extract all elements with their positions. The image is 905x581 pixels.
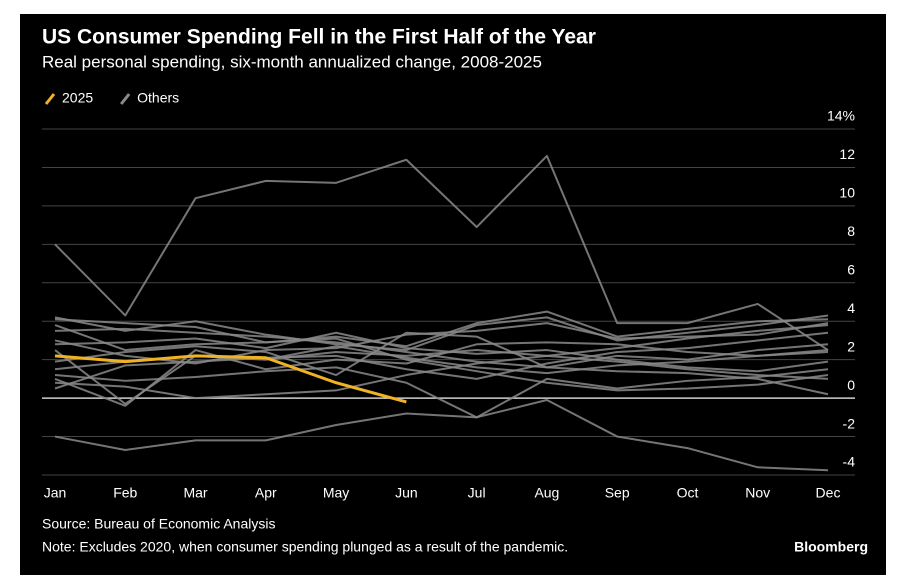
x-tick-label: Dec xyxy=(816,485,841,501)
x-tick-label: Jul xyxy=(468,485,486,501)
series-line xyxy=(54,354,829,400)
legend-label: 2025 xyxy=(62,90,93,106)
x-tick-label: Jan xyxy=(44,485,67,501)
series-line xyxy=(54,327,829,396)
series-line xyxy=(54,354,407,404)
legend-label: Others xyxy=(137,90,179,106)
x-tick-label: May xyxy=(323,485,349,501)
series-line xyxy=(54,341,829,407)
chart-subtitle: Real personal spending, six-month annual… xyxy=(42,52,542,71)
y-tick-label: 0 xyxy=(847,377,855,393)
y-tick-label: -2 xyxy=(843,415,856,431)
y-tick-label: 8 xyxy=(847,223,855,239)
y-tick-label: 14% xyxy=(827,108,855,124)
credit: Bloomberg xyxy=(794,539,868,555)
y-tick-label: 10 xyxy=(839,185,855,201)
y-tick-label: -4 xyxy=(843,454,856,470)
x-tick-label: Oct xyxy=(677,485,699,501)
series-line xyxy=(54,314,829,352)
legend-swatch xyxy=(119,93,131,105)
x-tick-label: Mar xyxy=(183,485,207,501)
x-tick-label: Sep xyxy=(605,485,630,501)
source: Source: Bureau of Economic Analysis xyxy=(42,516,275,532)
series-line xyxy=(54,331,829,377)
y-tick-label: 4 xyxy=(847,300,855,316)
y-tick-label: 2 xyxy=(847,338,855,354)
series-line xyxy=(54,399,829,472)
series-line xyxy=(54,331,829,390)
x-tick-label: Nov xyxy=(745,485,770,501)
y-tick-label: 12 xyxy=(839,146,855,162)
x-tick-label: Aug xyxy=(534,485,559,501)
chart-title: US Consumer Spending Fell in the First H… xyxy=(42,26,596,49)
series-line xyxy=(54,331,829,373)
series-line xyxy=(54,154,829,351)
x-tick-label: Apr xyxy=(255,485,277,501)
background xyxy=(20,14,886,575)
legend-swatch xyxy=(44,93,56,105)
series-line xyxy=(54,366,829,419)
series-line xyxy=(54,318,829,392)
x-tick-label: Jun xyxy=(395,485,418,501)
note: Note: Excludes 2020, when consumer spend… xyxy=(42,539,568,555)
y-tick-label: 6 xyxy=(847,261,855,277)
x-tick-label: Feb xyxy=(113,485,137,501)
